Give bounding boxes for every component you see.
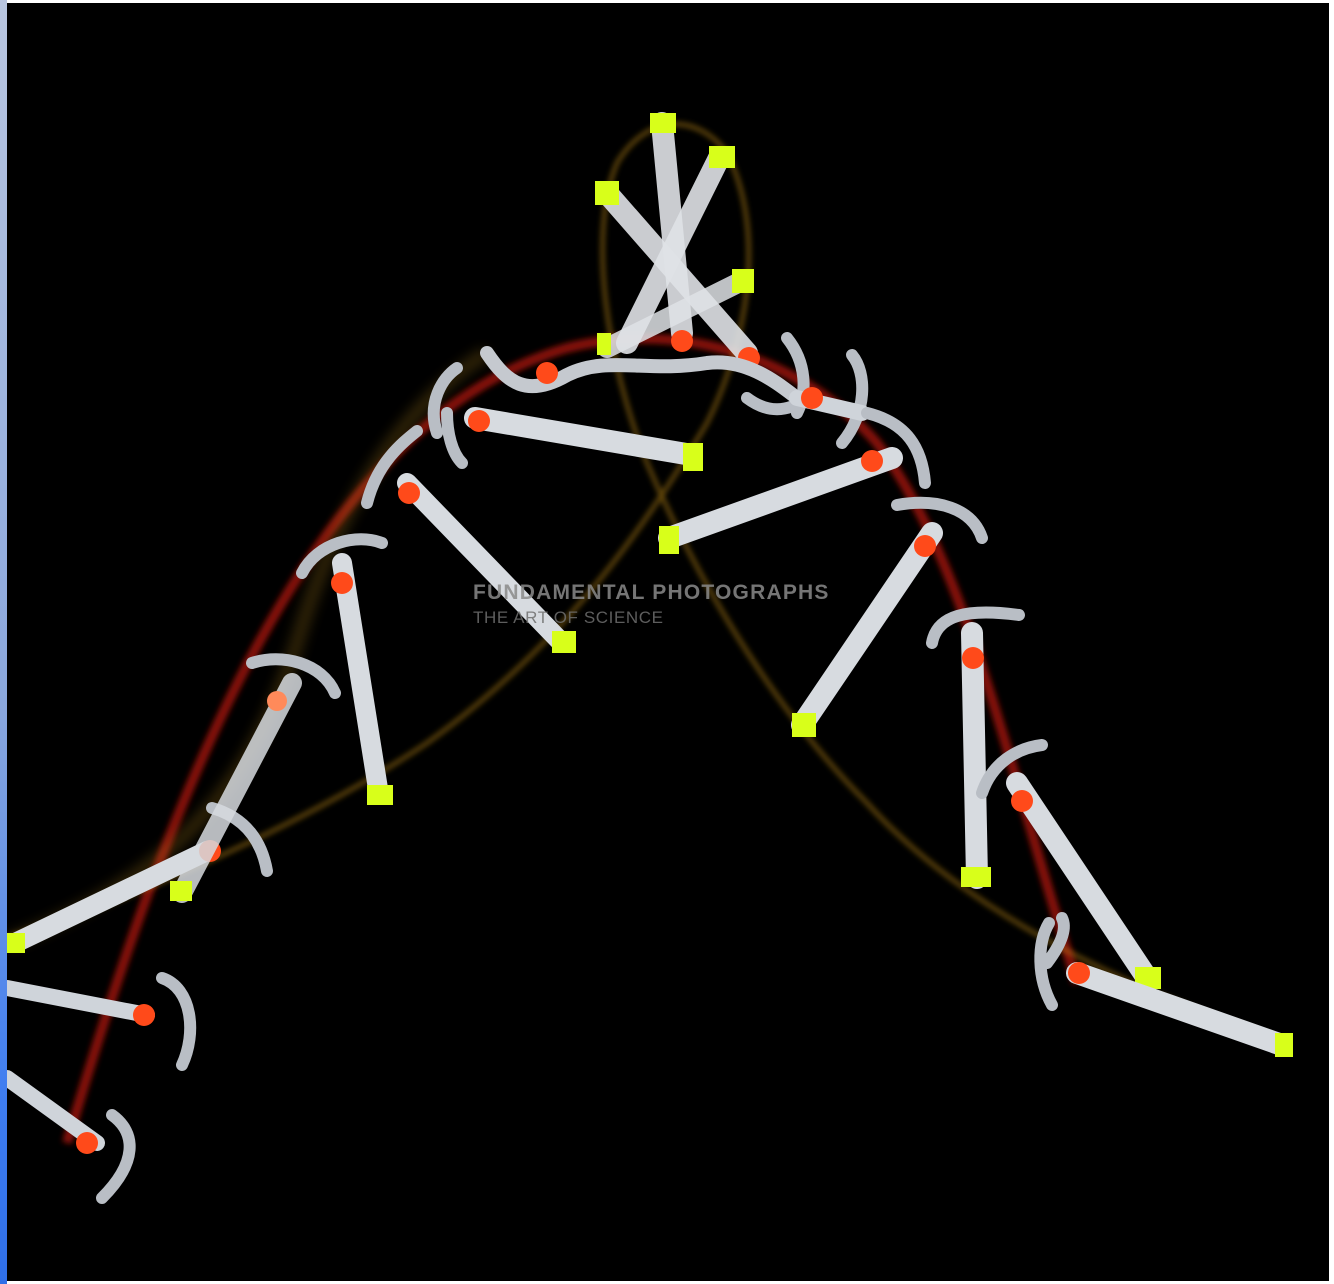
hammer-exposure xyxy=(926,606,1025,889)
hammer-exposures xyxy=(7,112,1293,1204)
hammer-exposure xyxy=(658,407,931,554)
hammer-exposure xyxy=(427,362,703,471)
hammer-exposure xyxy=(361,425,576,653)
hammer-exposure xyxy=(170,653,341,903)
hammer-exposure xyxy=(296,533,393,805)
strobe-photograph: FUNDAMENTAL PHOTOGRAPHS THE ART OF SCIEN… xyxy=(7,3,1329,1281)
hammer-exposure xyxy=(616,146,735,354)
hammer-exposure xyxy=(480,333,804,405)
hammer-exposure xyxy=(791,496,988,737)
hammer-exposure xyxy=(597,269,754,358)
hammer-exposure xyxy=(1034,912,1293,1057)
thrown-hammer-strobe-image xyxy=(7,112,1293,1204)
hammer-exposure xyxy=(741,332,870,449)
hammer-exposure xyxy=(976,739,1161,989)
hammer-exposure xyxy=(7,972,197,1071)
hammer-exposure xyxy=(7,1070,136,1204)
window-edge xyxy=(0,0,7,1284)
